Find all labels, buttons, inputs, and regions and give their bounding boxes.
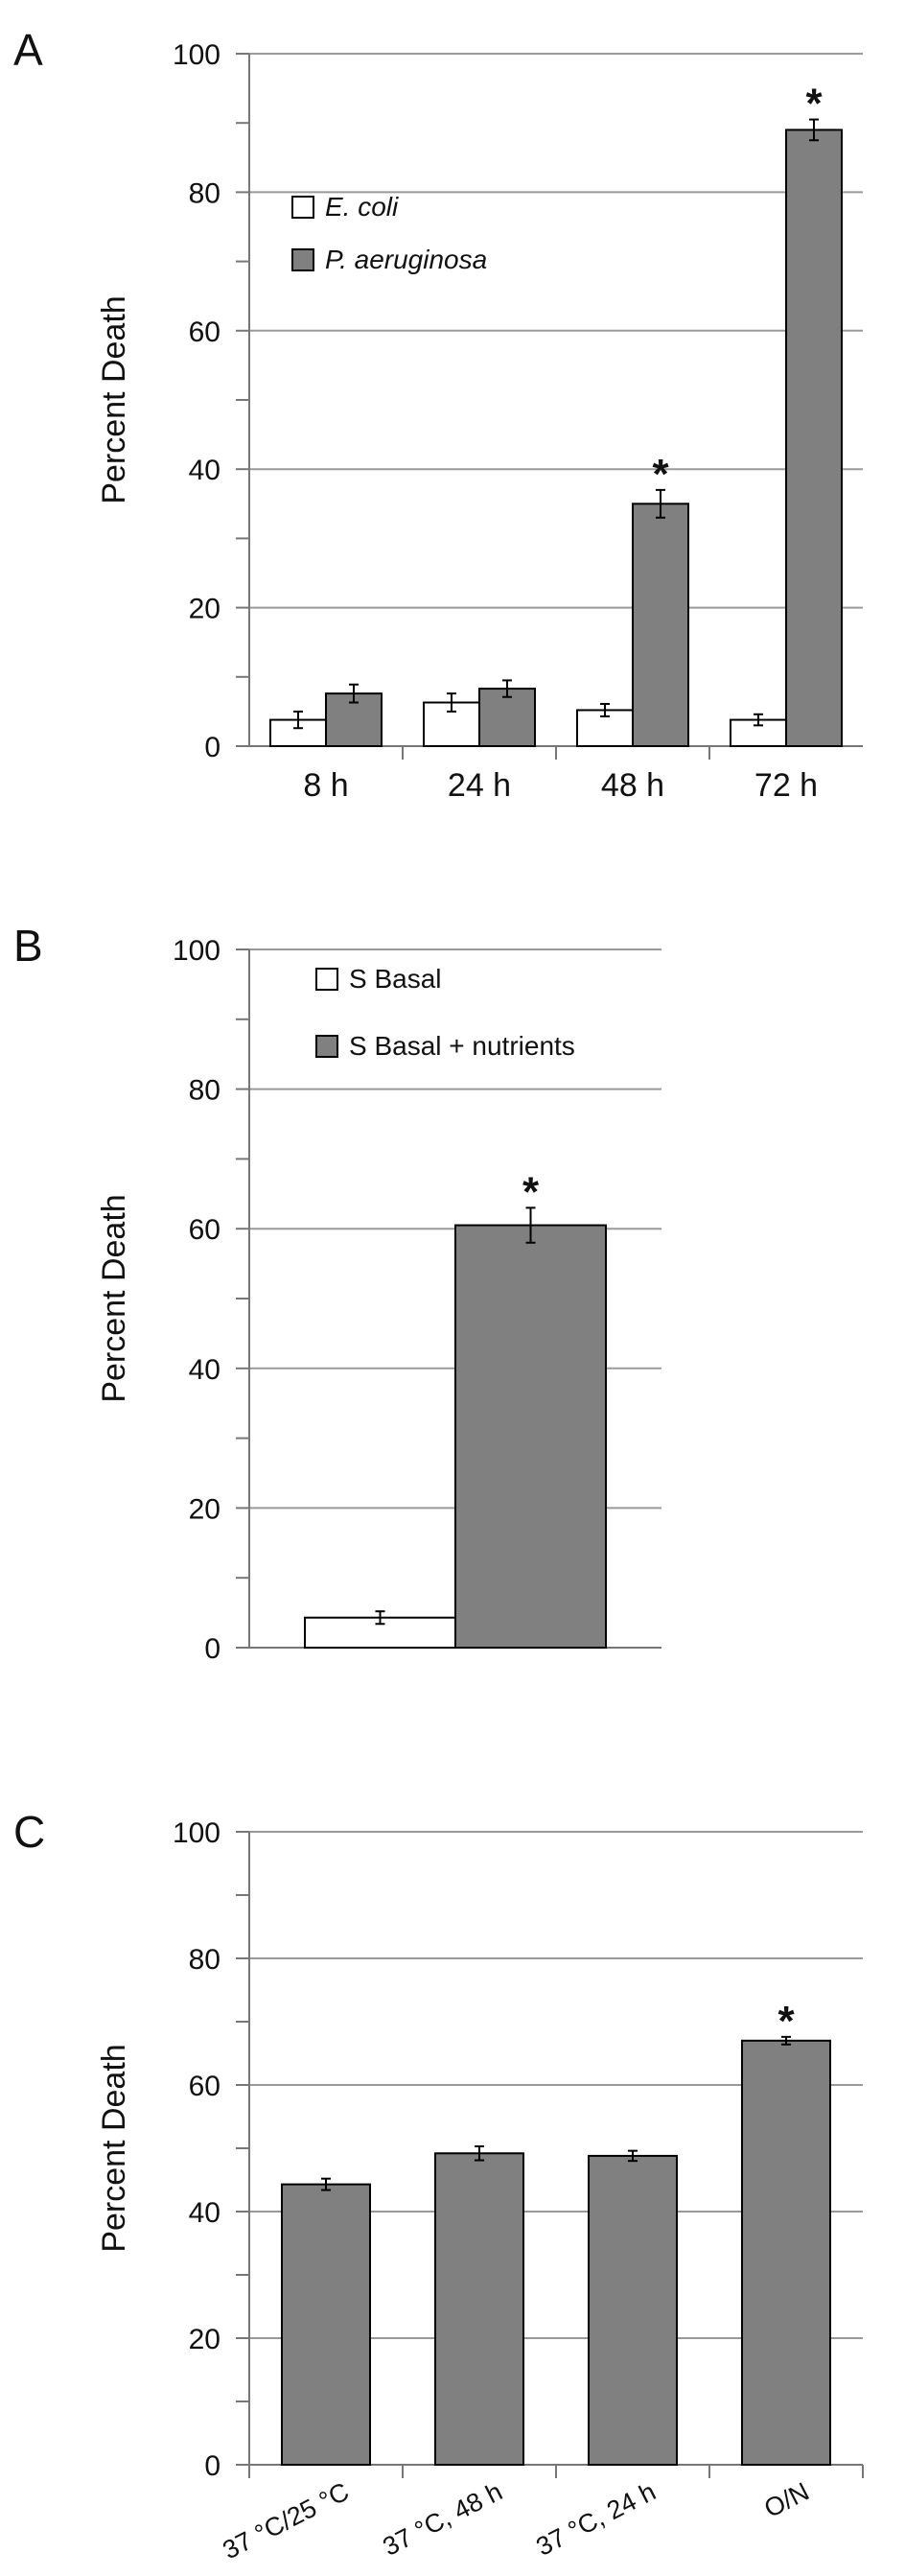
y-tick-label: 100	[173, 1817, 220, 1849]
bar	[454, 1224, 607, 1650]
y-tick-label: 100	[173, 39, 220, 71]
y-tick-label: 100	[173, 935, 220, 967]
y-axis-label: Percent Death	[96, 295, 132, 503]
panel-a: A 0 20 40 60 80 100 Percent Death 8 h 24 h * 48 h *…	[13, 25, 863, 804]
bar	[785, 129, 843, 748]
significance-marker: *	[777, 1998, 795, 2045]
legend-label: E. coli	[325, 192, 399, 222]
y-tick-label: 40	[189, 2197, 220, 2229]
x-tick-label: O/N	[759, 2477, 813, 2524]
significance-marker: *	[805, 81, 823, 128]
x-tick-label: 37 °C/25 °C	[219, 2477, 354, 2565]
panel-c: C 0 20 40 60 80 100 Percent Death 37 °C/25 °C 37…	[13, 1807, 864, 2565]
chart-c: 0 20 40 60 80 100 Percent Death 37 °C/25 °C 37 °…	[96, 1817, 864, 2565]
y-axis-label: Percent Death	[96, 2044, 132, 2252]
legend-label: S Basal	[349, 964, 442, 994]
bar	[588, 2154, 678, 2466]
legend-swatch	[315, 1035, 338, 1058]
y-tick-label: 20	[189, 594, 220, 625]
legend-swatch	[291, 196, 314, 219]
y-tick-label: 80	[189, 1944, 220, 1976]
y-tick-label: 20	[189, 2324, 220, 2355]
x-tick-label: 24 h	[448, 767, 511, 804]
panel-letter-b: B	[13, 921, 43, 971]
y-tick-label: 60	[189, 2071, 220, 2102]
panel-letter-a: A	[13, 25, 43, 75]
y-tick-label: 20	[189, 1493, 220, 1525]
y-tick-label: 80	[189, 177, 220, 209]
bar	[434, 2152, 524, 2467]
x-tick-label: 48 h	[601, 767, 664, 804]
y-tick-label: 60	[189, 316, 220, 348]
bar	[741, 2039, 831, 2467]
chart-a: 0 20 40 60 80 100 Percent Death 8 h 24 h * 48 h * 72…	[96, 39, 863, 804]
bar	[632, 503, 689, 747]
significance-marker: *	[522, 1168, 540, 1215]
panel-b: B 0 20 40 60 80 100 Percent Death * S Basal S Bas…	[13, 921, 661, 1665]
x-tick-label: 72 h	[754, 767, 818, 804]
y-tick-label: 0	[204, 1633, 220, 1665]
y-tick-label: 40	[189, 455, 220, 486]
bar	[281, 2183, 371, 2467]
x-tick-label: 37 °C, 48 h	[378, 2477, 506, 2562]
y-axis-label: Percent Death	[96, 1194, 132, 1402]
y-tick-label: 60	[189, 1214, 220, 1246]
panel-letter-c: C	[13, 1807, 45, 1857]
significance-marker: *	[652, 451, 669, 498]
legend-label: P. aeruginosa	[325, 245, 487, 274]
chart-b: 0 20 40 60 80 100 Percent Death * S Basal S Basal…	[96, 935, 661, 1665]
y-tick-label: 80	[189, 1075, 220, 1107]
legend-swatch	[315, 968, 338, 991]
legend-swatch	[291, 248, 314, 271]
y-tick-label: 0	[204, 2450, 220, 2482]
y-tick-label: 40	[189, 1354, 220, 1386]
legend-label: S Basal + nutrients	[349, 1031, 575, 1061]
x-tick-label: 37 °C, 24 h	[531, 2477, 660, 2562]
x-tick-label: 8 h	[303, 767, 348, 804]
y-tick-label: 0	[204, 732, 220, 763]
